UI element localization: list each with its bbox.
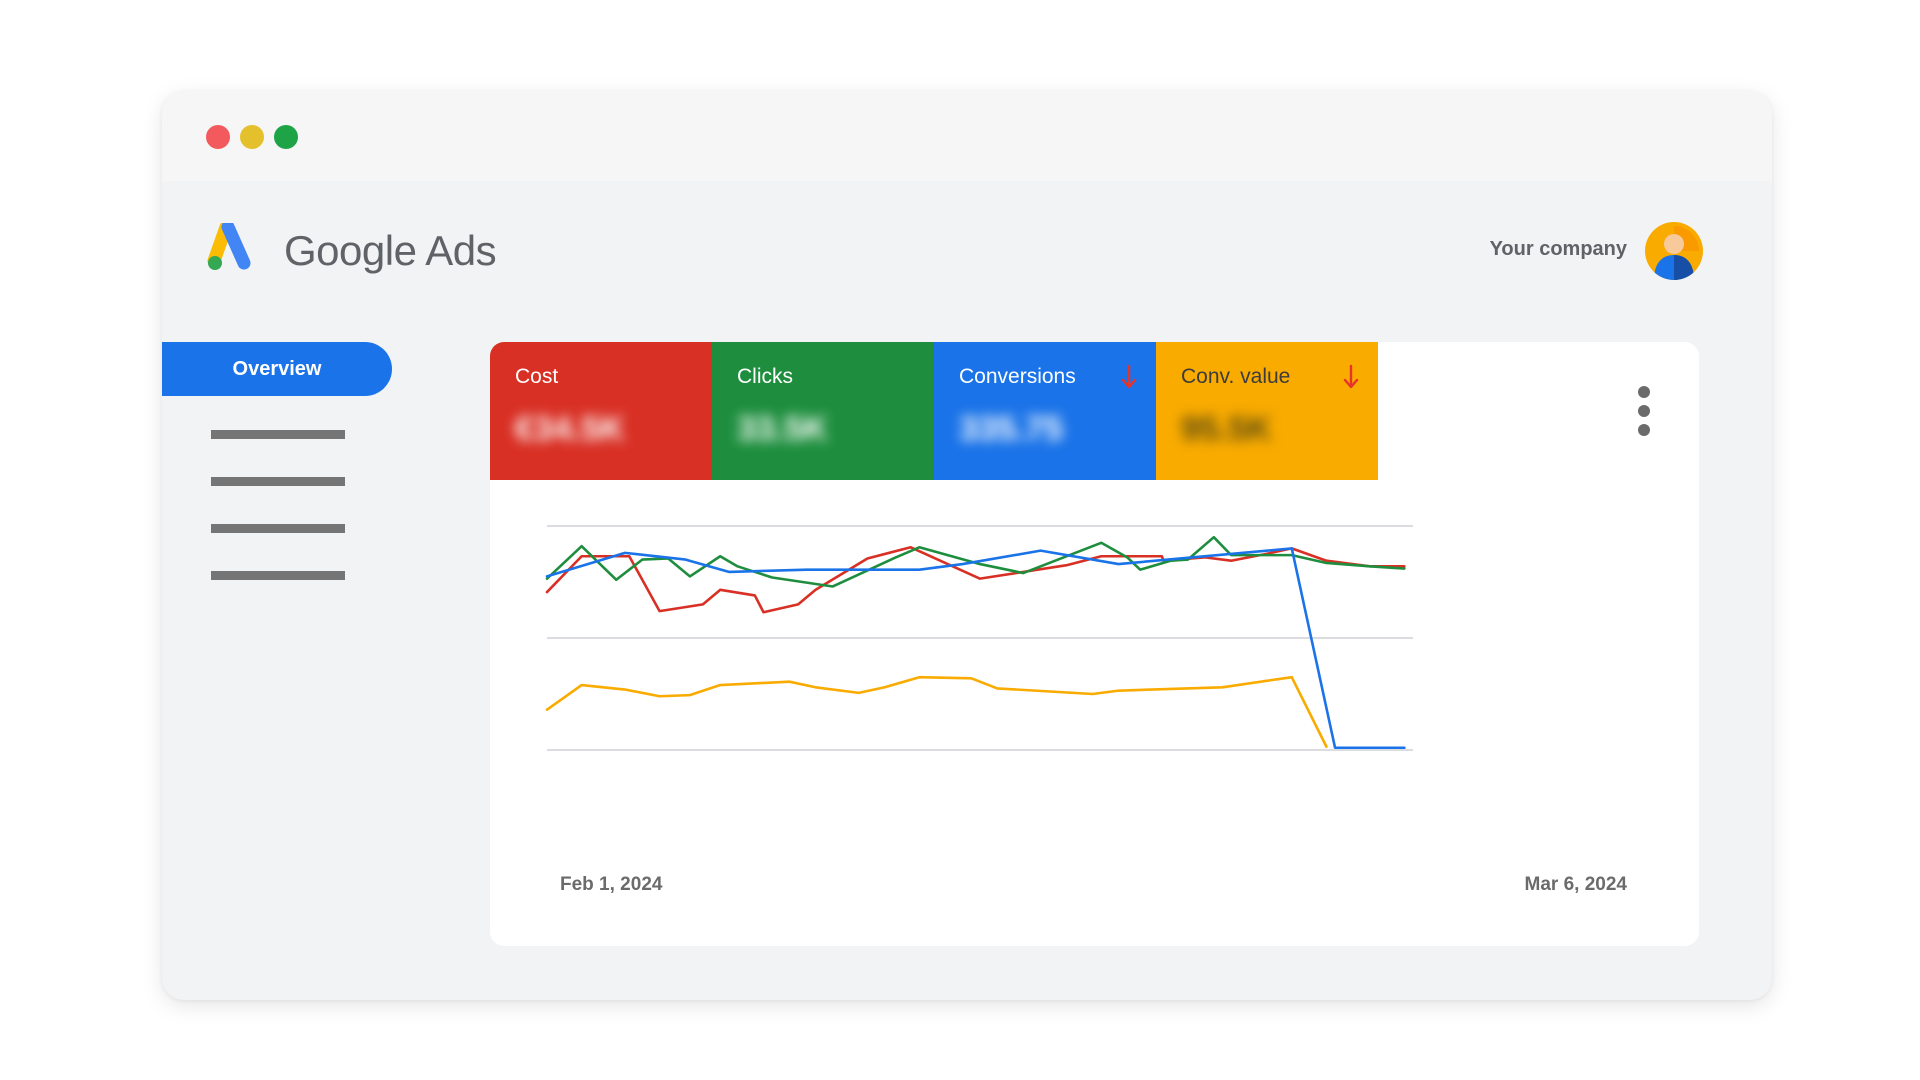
minimize-window-button[interactable] [240, 125, 264, 149]
sidebar-item-placeholder-4[interactable] [211, 571, 345, 580]
performance-line-chart [545, 525, 1413, 751]
metric-label: Cost [515, 365, 559, 388]
arrow-down-icon [1343, 364, 1359, 389]
series-line-conversions [545, 547, 1406, 750]
metric-label: Clicks [737, 365, 793, 388]
sidebar-item-placeholder-1[interactable] [211, 430, 345, 439]
more-vert-icon[interactable] [1637, 386, 1651, 436]
company-name[interactable]: Your company [1489, 238, 1627, 260]
sidebar-item-placeholder-2[interactable] [211, 477, 345, 486]
x-axis-end-label: Mar 6, 2024 [1524, 874, 1627, 895]
chart-series [545, 535, 1406, 750]
metric-value: €34.5K [515, 410, 625, 448]
x-axis-start-label: Feb 1, 2024 [560, 874, 663, 895]
google-ads-logo-icon[interactable] [204, 223, 260, 275]
metric-tile-conv-value[interactable]: Conv. value 95.5K [1156, 342, 1378, 480]
series-line-conv-value [545, 675, 1328, 748]
sidebar-item-placeholder-3[interactable] [211, 524, 345, 533]
metric-tile-conversions[interactable]: Conversions 335.75 [934, 342, 1156, 480]
metric-tile-cost[interactable]: Cost €34.5K [490, 342, 712, 480]
overview-card: Cost €34.5K Clicks 33.5K Conversions 335… [490, 342, 1699, 946]
arrow-down-icon [1121, 364, 1137, 389]
metric-tile-clicks[interactable]: Clicks 33.5K [712, 342, 934, 480]
metric-value: 335.75 [959, 410, 1063, 448]
window-titlebar [162, 91, 1772, 181]
maximize-window-button[interactable] [274, 125, 298, 149]
brand-name: Google Ads [284, 227, 497, 274]
app-window: Google Ads Your company Overview Cost €3… [162, 91, 1772, 1000]
chart-gridlines [547, 525, 1413, 751]
metric-value: 95.5K [1181, 410, 1272, 448]
metric-label: Conversions [959, 365, 1076, 388]
sidebar-item-overview[interactable]: Overview [162, 342, 392, 396]
metric-label: Conv. value [1181, 365, 1291, 388]
metric-value: 33.5K [737, 410, 828, 448]
avatar-icon[interactable] [1645, 222, 1703, 280]
close-window-button[interactable] [206, 125, 230, 149]
series-line-cost [545, 545, 1406, 614]
